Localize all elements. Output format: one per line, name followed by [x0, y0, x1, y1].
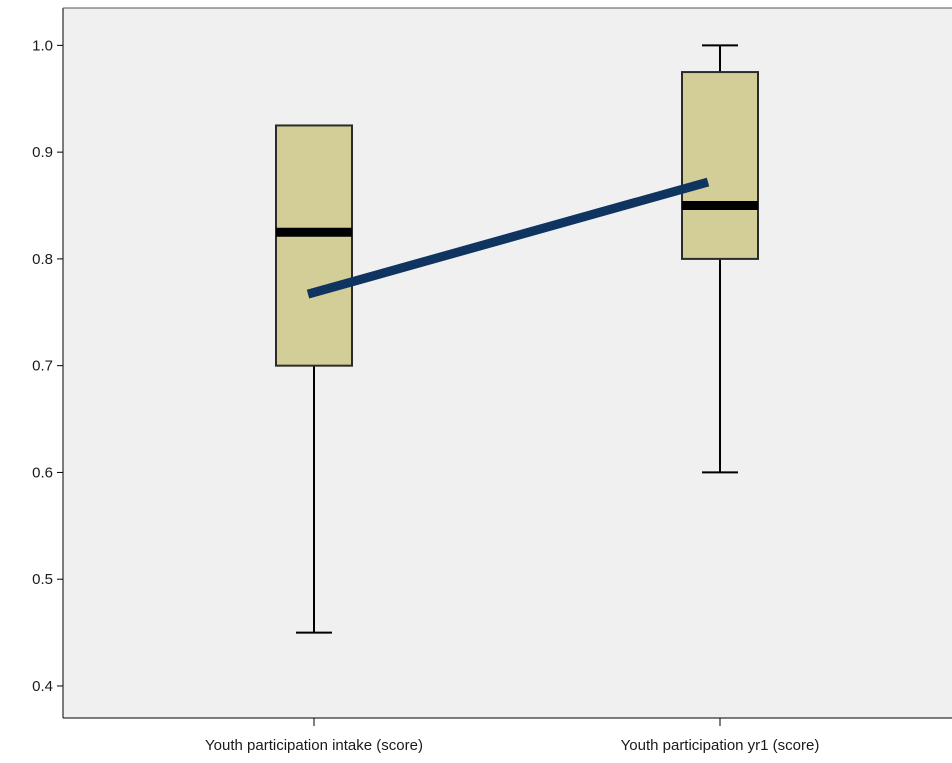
box-1	[275, 124, 353, 634]
x-axis-ticks: Youth participation intake (score) Youth …	[205, 718, 819, 754]
y-tick-label: 0.6	[32, 464, 53, 481]
boxes	[275, 44, 759, 634]
iqr-box	[681, 71, 759, 260]
y-tick-label: 1.0	[32, 37, 53, 54]
x-tick-label: Youth participation yr1 (score)	[621, 737, 820, 754]
plot-area	[63, 8, 952, 718]
mean-connecting-line	[306, 177, 710, 299]
y-axis-ticks: 0.4 0.5 0.6 0.7 0.8 0.9 1.0	[32, 37, 63, 695]
x-tick-label: Youth participation intake (score)	[205, 737, 423, 754]
y-tick-label: 0.4	[32, 678, 53, 695]
y-tick-label: 0.9	[32, 144, 53, 161]
y-tick-label: 0.5	[32, 571, 53, 588]
mean-line-group	[306, 177, 710, 299]
y-tick-label: 0.8	[32, 251, 53, 268]
y-tick-label: 0.7	[32, 358, 53, 375]
iqr-box	[275, 124, 353, 367]
box-2	[681, 44, 759, 474]
